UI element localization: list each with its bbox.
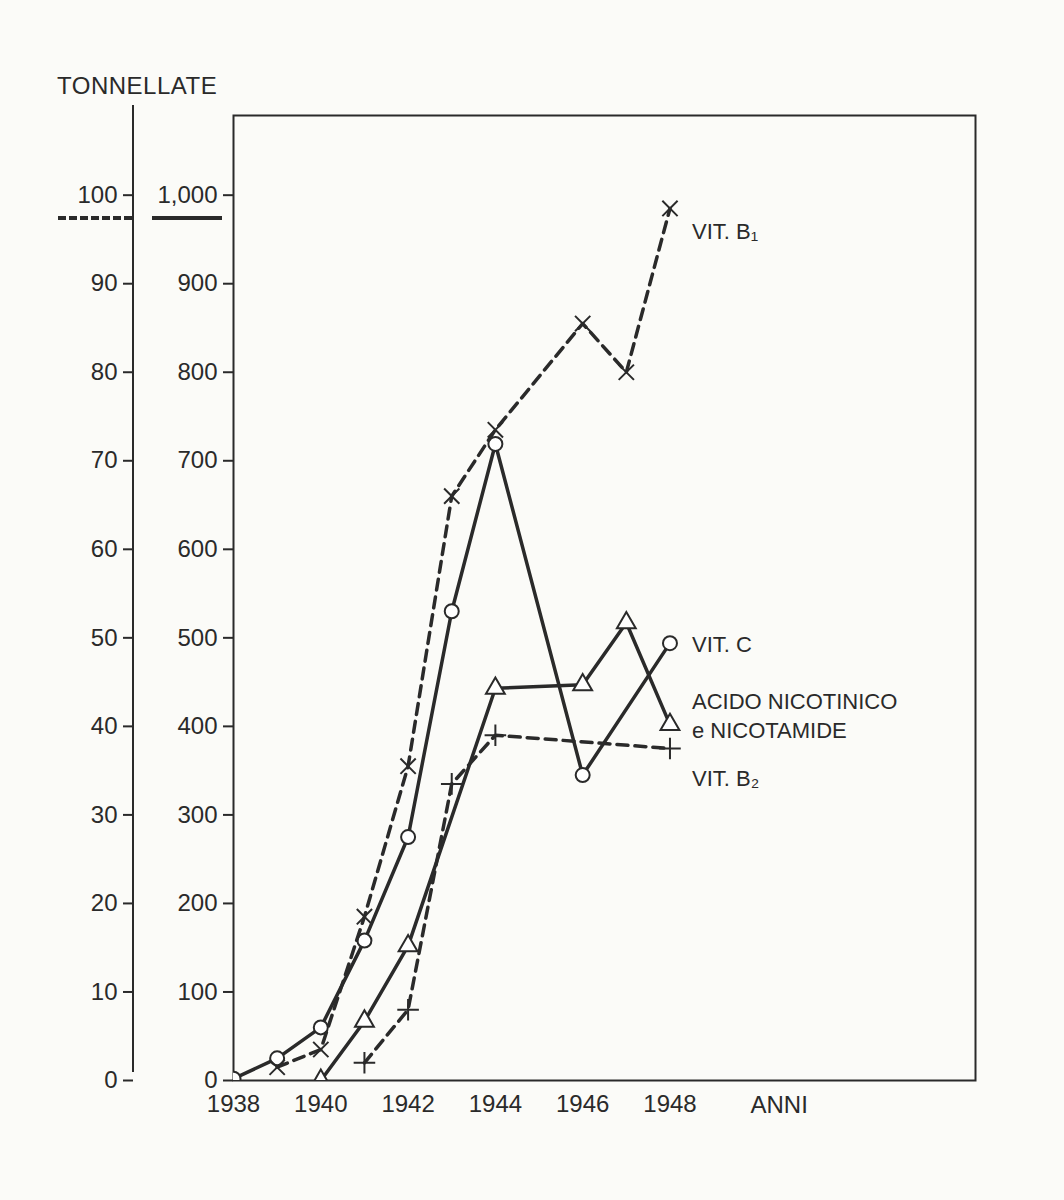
- svg-text:1,000: 1,000: [157, 181, 217, 208]
- svg-text:0: 0: [104, 1066, 117, 1093]
- svg-text:70: 70: [91, 446, 118, 473]
- svg-text:30: 30: [91, 801, 118, 828]
- svg-text:500: 500: [177, 624, 217, 651]
- svg-text:80: 80: [91, 358, 118, 385]
- svg-text:200: 200: [177, 889, 217, 916]
- svg-text:700: 700: [177, 446, 217, 473]
- svg-text:ANNI: ANNI: [751, 1091, 808, 1118]
- svg-text:1940: 1940: [294, 1090, 347, 1117]
- svg-text:10: 10: [91, 978, 118, 1005]
- svg-text:VIT. B₁: VIT. B₁: [692, 219, 758, 244]
- svg-text:800: 800: [177, 358, 217, 385]
- html-text:TONNELLATE: TONNELLATE: [57, 72, 218, 99]
- svg-text:VIT. B₂: VIT. B₂: [692, 766, 759, 791]
- svg-text:1946: 1946: [556, 1090, 609, 1117]
- svg-text:1944: 1944: [469, 1090, 522, 1117]
- svg-text:0: 0: [204, 1066, 217, 1093]
- svg-text:300: 300: [177, 801, 217, 828]
- svg-text:1938: 1938: [207, 1090, 260, 1117]
- svg-text:1942: 1942: [381, 1090, 434, 1117]
- svg-text:90: 90: [91, 269, 118, 296]
- svg-text:60: 60: [91, 535, 118, 562]
- svg-text:900: 900: [177, 269, 217, 296]
- svg-text:ACIDO NICOTINICOe NICOTAMIDE: ACIDO NICOTINICOe NICOTAMIDE: [692, 689, 897, 743]
- svg-text:400: 400: [177, 712, 217, 739]
- svg-text:VIT. C: VIT. C: [692, 632, 752, 657]
- svg-text:1948: 1948: [643, 1090, 696, 1117]
- svg-text:600: 600: [177, 535, 217, 562]
- svg-text:50: 50: [91, 624, 118, 651]
- svg-text:40: 40: [91, 712, 118, 739]
- svg-text:100: 100: [77, 181, 117, 208]
- svg-text:100: 100: [177, 978, 217, 1005]
- svg-text:20: 20: [91, 889, 118, 916]
